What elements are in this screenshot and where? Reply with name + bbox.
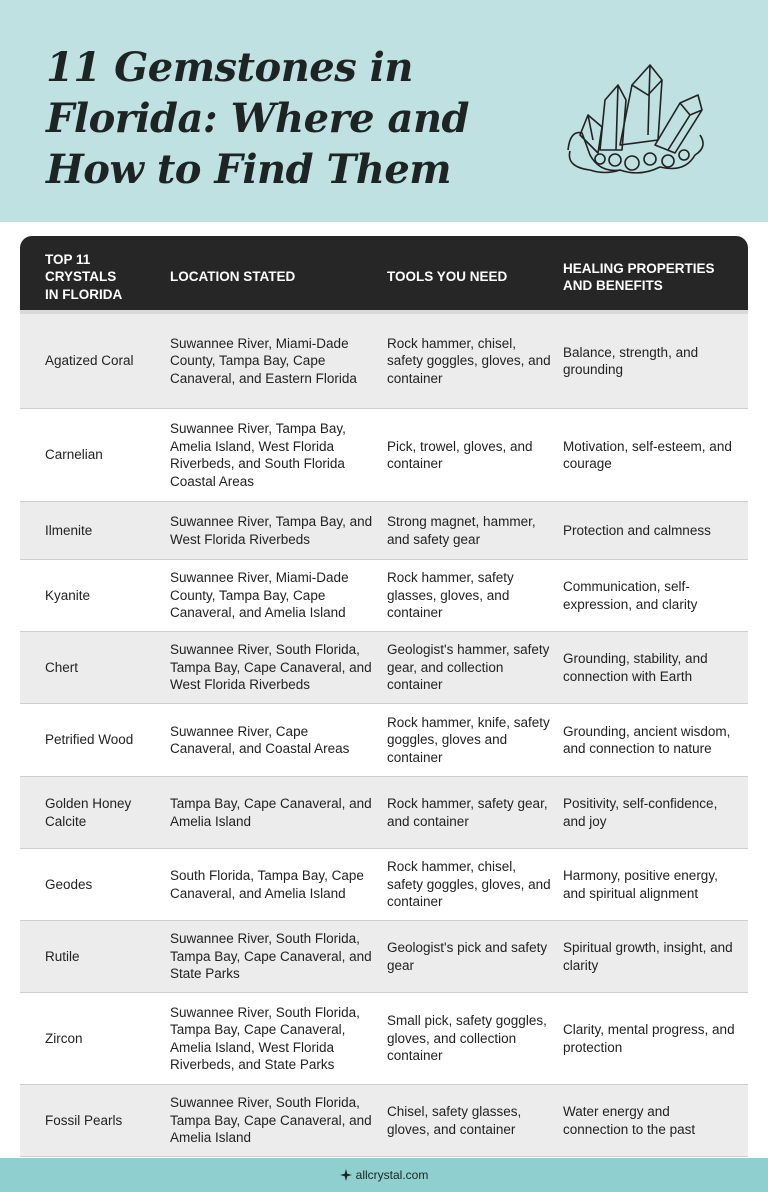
table-cell: Rutile — [45, 948, 80, 964]
table-row: Rutile Suwannee River, South Florida, Tam… — [20, 921, 748, 993]
table-row: Geodes South Florida, Tampa Bay, Cape Can… — [20, 849, 748, 921]
crystal-illustration — [567, 64, 704, 174]
table-cell: Spiritual growth, insight, and clarity — [563, 940, 733, 973]
table-cell: Suwannee River, South Florida, Tampa Bay… — [170, 1004, 360, 1073]
site-name: allcrystal.com — [355, 1168, 429, 1182]
column-header: TOOLS YOU NEED — [387, 269, 508, 285]
table-cell: Strong magnet, hammer, and safety gear — [387, 514, 536, 547]
table-row: Golden Honey Calcite Tampa Bay, Cape Cana… — [20, 777, 748, 849]
table-cell: Suwannee River, Cape Canaveral, and Coas… — [170, 723, 350, 757]
table-cell: Suwannee River, Tampa Bay, Amelia Island… — [170, 421, 346, 489]
footer: allcrystal.com — [0, 1158, 768, 1192]
column-header: LOCATION STATED — [170, 269, 296, 285]
table-row: Carnelian Suwannee River, Tampa Bay, Amel… — [20, 409, 748, 502]
table-cell: Suwannee River, Miami-Dade County, Tampa… — [170, 335, 357, 386]
table-cell: Clarity, mental progress, and protection — [563, 1022, 735, 1055]
table-cell: Zircon — [45, 1030, 83, 1046]
table-cell: Small pick, safety goggles, gloves, and … — [387, 1013, 547, 1064]
table-cell: Agatized Coral — [45, 353, 134, 369]
table-cell: Pick, trowel, gloves, and container — [387, 438, 533, 472]
table-cell: Kyanite — [45, 587, 91, 603]
table-cell: Carnelian — [45, 447, 103, 463]
column-header: HEALING PROPERTIES AND BENEFITS — [563, 260, 715, 294]
table-cell: Chisel, safety glasses, gloves, and cont… — [387, 1104, 522, 1137]
table-cell: Suwannee River, South Florida, Tampa Bay… — [170, 1095, 372, 1146]
table-row: Zircon Suwannee River, South Florida, Tam… — [20, 993, 748, 1085]
table-cell: Balance, strength, and grounding — [563, 344, 699, 378]
table-cell: Tampa Bay, Cape Canaveral, and Amelia Is… — [170, 796, 372, 829]
table-cell: Suwannee River, Miami-Dade County, Tampa… — [170, 570, 349, 621]
table-cell: Rock hammer, knife, safety goggles, glov… — [387, 714, 550, 765]
table-cell: Petrified Wood — [45, 732, 134, 748]
table-cell: South Florida, Tampa Bay, Cape Canaveral… — [170, 868, 364, 901]
table-cell: Rock hammer, chisel, safety goggles, glo… — [387, 335, 551, 386]
table-cell: Rock hammer, safety glasses, gloves, and… — [387, 570, 514, 621]
table-row: Kyanite Suwannee River, Miami-Dade County… — [20, 560, 748, 632]
table-row: Agatized Coral Suwannee River, Miami-Dade… — [20, 314, 748, 409]
table-row: Fossil Pearls Suwannee River, South Flori… — [20, 1085, 748, 1157]
table-cell: Golden Honey Calcite — [45, 796, 132, 829]
table-cell: Communication, self-expression, and clar… — [563, 579, 698, 612]
gemstone-table: TOP 11 CRYSTALS IN FLORIDA LOCATION STATE… — [20, 236, 748, 1157]
title: 11 Gemstones in Florida: Where and How t… — [46, 44, 470, 193]
table-cell: Harmony, positive energy, and spiritual … — [563, 868, 718, 901]
table-cell: Rock hammer, chisel, safety goggles, glo… — [387, 859, 551, 910]
table-cell: Grounding, stability, and connection wit… — [563, 651, 708, 684]
table-cell: Positivity, self-confidence, and joy — [563, 796, 718, 829]
table-cell: Suwannee River, South Florida, Tampa Bay… — [170, 642, 372, 693]
table-cell: Chert — [45, 659, 79, 675]
header-row: TOP 11 CRYSTALS IN FLORIDA LOCATION STATE… — [20, 236, 748, 314]
table-cell: Geologist's hammer, safety gear, and col… — [387, 642, 550, 693]
star-icon — [339, 1169, 352, 1181]
table-row: Ilmenite Suwannee River, Tampa Bay, and W… — [20, 502, 748, 560]
table-cell: Grounding, ancient wisdom, and connectio… — [563, 723, 731, 757]
column-header: TOP 11 CRYSTALS IN FLORIDA — [45, 251, 123, 302]
table-cell: Suwannee River, Tampa Bay, and West Flor… — [170, 514, 373, 547]
table-cell: Motivation, self-esteem, and courage — [563, 438, 732, 472]
table-cell: Protection and calmness — [563, 522, 711, 538]
table-row: Chert Suwannee River, South Florida, Tamp… — [20, 632, 748, 704]
table-cell: Suwannee River, South Florida, Tampa Bay… — [170, 931, 372, 982]
hero-banner: 11 Gemstones in Florida: Where and How t… — [0, 0, 768, 222]
table-cell: Rock hammer, safety gear, and container — [387, 796, 548, 829]
table-cell: Ilmenite — [45, 522, 93, 538]
table-cell: Water energy and connection to the past — [563, 1104, 696, 1137]
table-cell: Geologist's pick and safety gear — [387, 940, 548, 973]
table-row: Petrified Wood Suwannee River, Cape Canav… — [20, 704, 748, 777]
table-cell: Fossil Pearls — [45, 1112, 123, 1128]
table-cell: Geodes — [45, 876, 93, 892]
